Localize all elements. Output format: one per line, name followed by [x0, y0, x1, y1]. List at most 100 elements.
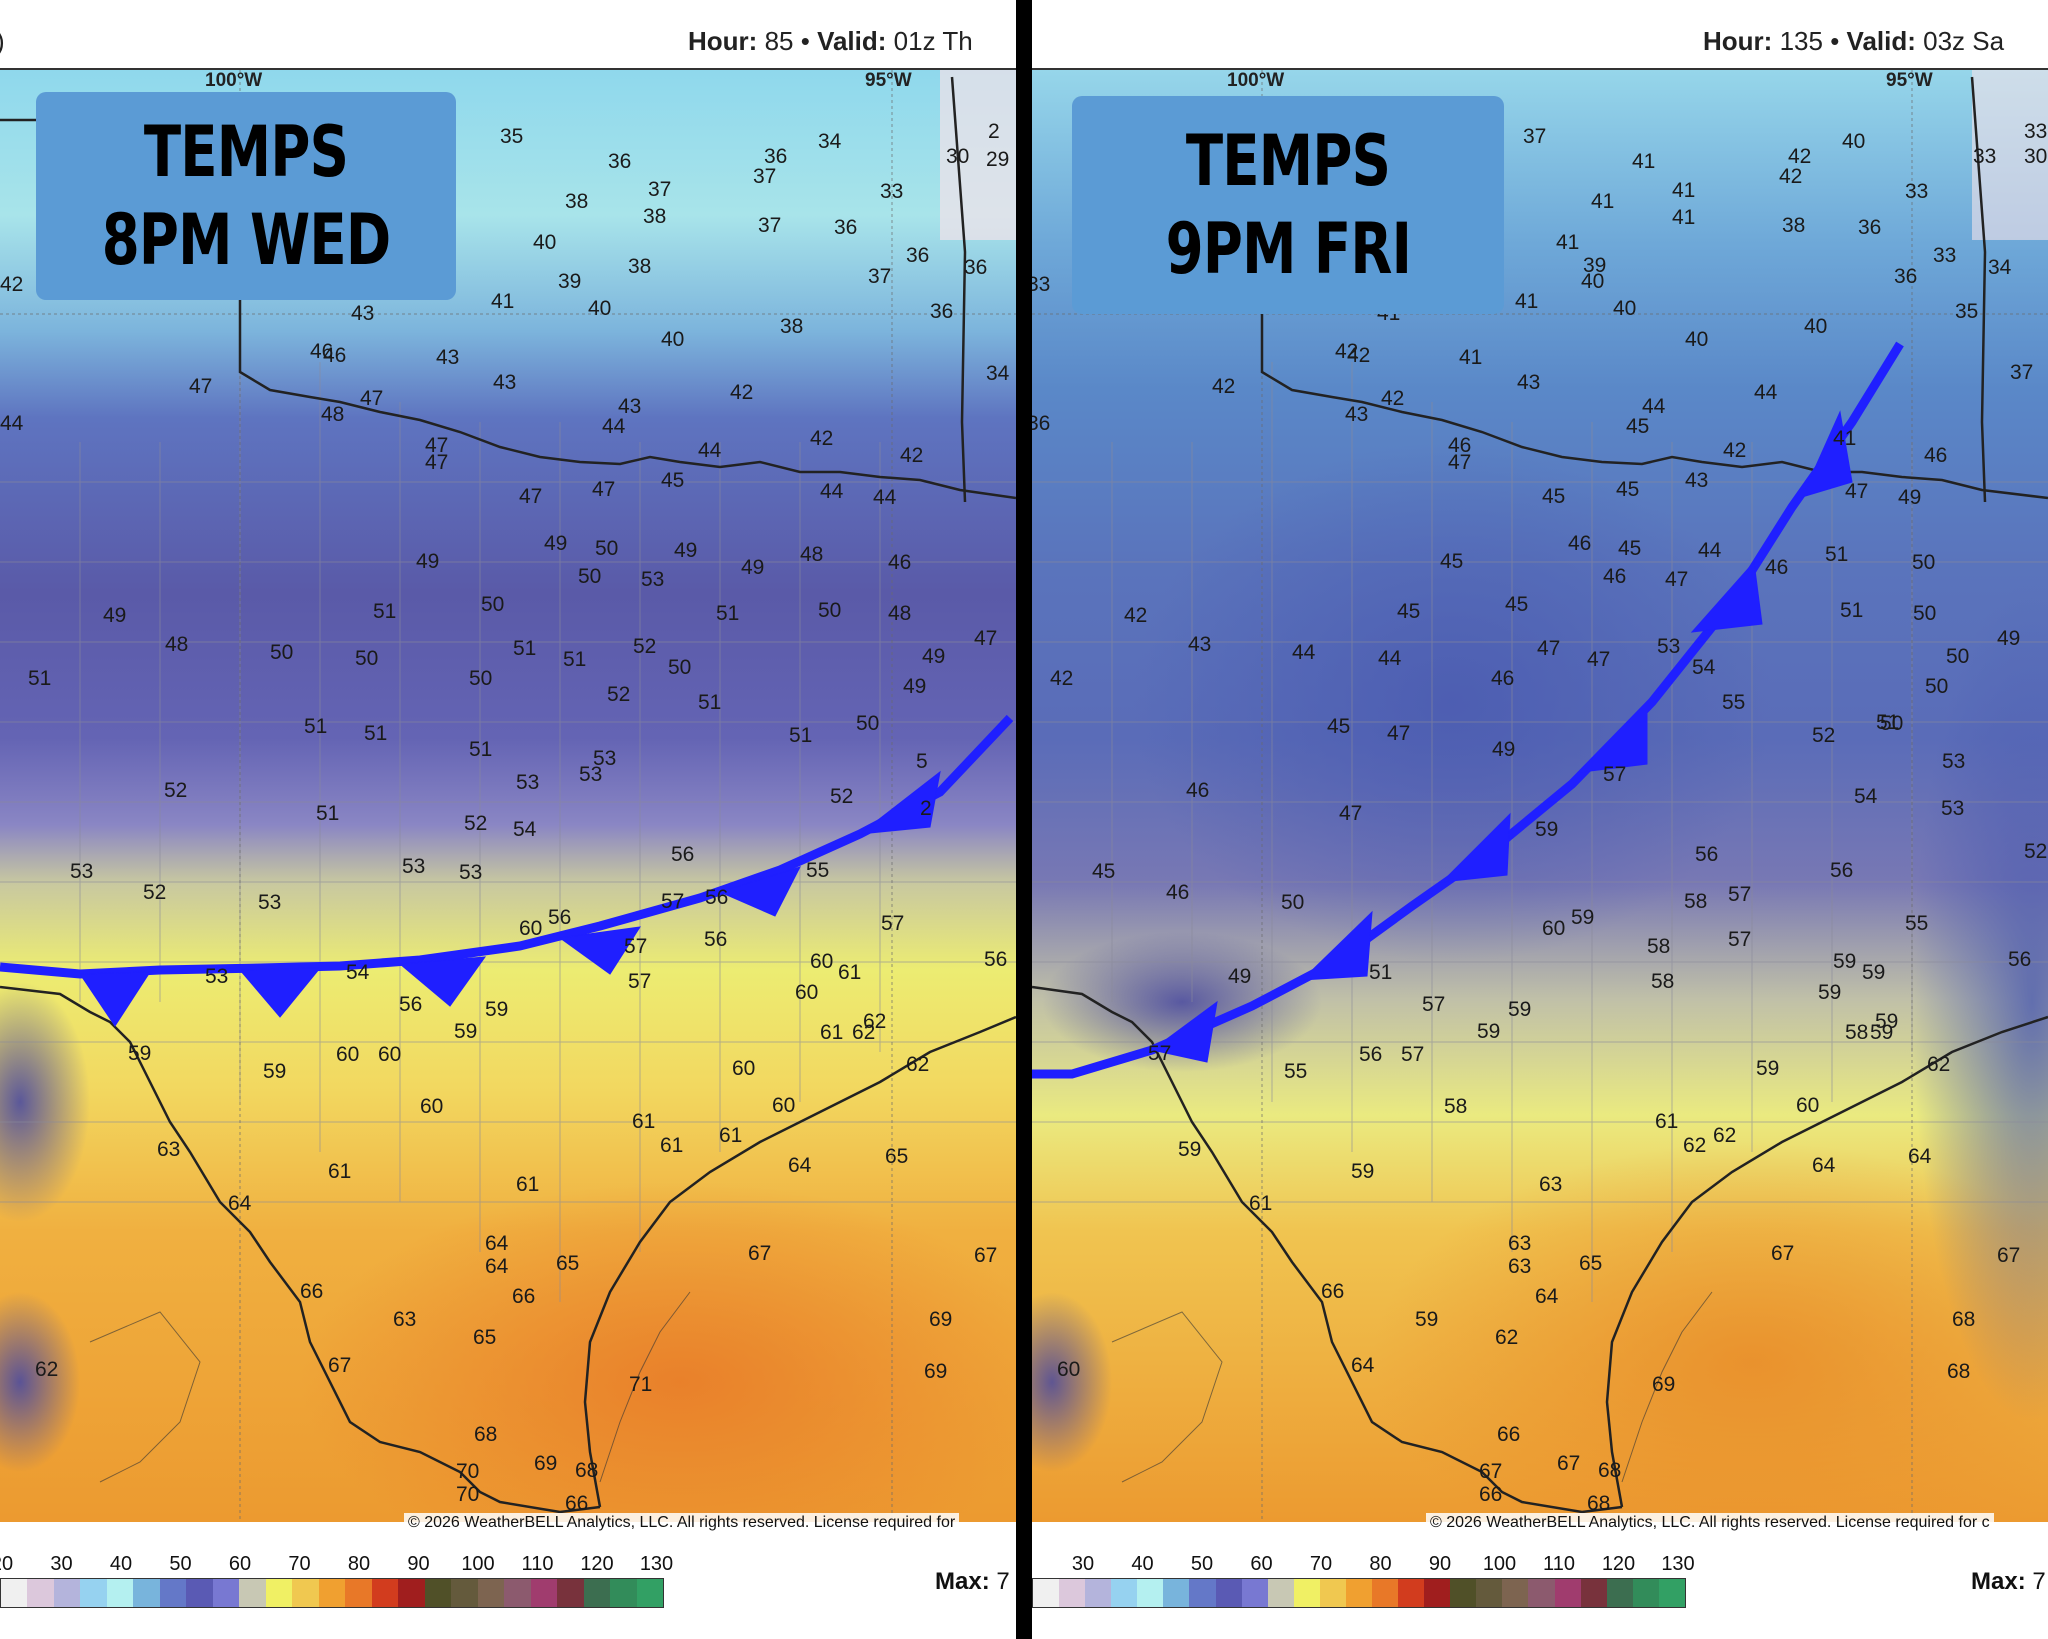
- right-temp-value: 43: [1517, 371, 1541, 394]
- right-temp-value: 44: [1698, 539, 1722, 562]
- right-temp-value: 67: [1479, 1460, 1503, 1483]
- right-temp-value: 33: [1933, 244, 1957, 267]
- right-temp-value: 46: [1568, 532, 1592, 555]
- right-temp-value: 68: [1587, 1492, 1611, 1515]
- left-temp-value: 69: [534, 1452, 558, 1475]
- left-temp-value: 60: [772, 1094, 796, 1117]
- right-temp-value: 50: [1925, 675, 1949, 698]
- right-legend-tick: 130: [1661, 1553, 1695, 1575]
- right-temp-value: 53: [1941, 797, 1965, 820]
- left-temp-value: 46: [888, 551, 912, 574]
- right-legend-swatch: [1163, 1579, 1190, 1607]
- right-temp-value: 53: [1942, 750, 1966, 773]
- left-temp-value: 53: [593, 747, 617, 770]
- left-legend-swatch: [292, 1579, 319, 1607]
- left-temp-value: 40: [661, 328, 685, 351]
- left-meridian-100w: 100°W: [205, 70, 263, 91]
- right-valid-value: 03z Sa: [1923, 26, 2005, 56]
- right-legend-swatch: [1658, 1579, 1685, 1607]
- right-temp-value: 41: [1833, 427, 1857, 450]
- left-temp-value: 52: [830, 785, 854, 808]
- left-temp-value: 44: [698, 439, 722, 462]
- left-temp-value: 43: [493, 371, 517, 394]
- left-temp-value: 52: [607, 683, 631, 706]
- right-temp-value: 43: [1345, 403, 1369, 426]
- left-legend-tick: 80: [347, 1553, 371, 1575]
- right-temp-value: 36: [1858, 216, 1882, 239]
- right-temp-value: 58: [1444, 1095, 1468, 1118]
- right-temp-value: 57: [1422, 993, 1446, 1016]
- right-temp-value: 53: [1657, 635, 1681, 658]
- right-temp-value: 40: [1613, 297, 1637, 320]
- left-temp-value: 47: [425, 434, 449, 457]
- left-header-info: Hour: 85 • Valid: 01z Th: [688, 26, 973, 57]
- left-temp-value: 51: [563, 648, 587, 671]
- right-temp-value: 42: [1347, 344, 1371, 367]
- right-legend-swatch: [1502, 1579, 1529, 1607]
- right-temp-value: 47: [1448, 451, 1472, 474]
- right-temp-value: 61: [1655, 1110, 1679, 1133]
- right-legend-swatch: [1345, 1579, 1373, 1607]
- left-temp-value: 43: [436, 346, 460, 369]
- right-temp-value: 45: [1626, 415, 1650, 438]
- left-legend-swatch: [265, 1579, 293, 1607]
- left-temp-value: 63: [393, 1308, 417, 1331]
- right-temp-value: 38: [1782, 214, 1806, 237]
- right-temp-value: 57: [1728, 883, 1752, 906]
- left-temp-value: 65: [556, 1252, 580, 1275]
- right-temp-value: 35: [1955, 300, 1979, 323]
- right-temp-value: 45: [1542, 485, 1566, 508]
- left-temp-value: 51: [304, 715, 328, 738]
- right-temp-value: 47: [1387, 722, 1411, 745]
- right-temp-value: 66: [1497, 1423, 1521, 1446]
- right-legend-swatch: [1476, 1579, 1503, 1607]
- right-temp-value: 59: [1756, 1057, 1780, 1080]
- left-temp-value: 38: [565, 190, 589, 213]
- left-temp-value: 42: [810, 427, 834, 450]
- right-temp-value: 47: [1339, 802, 1363, 825]
- left-map-panel: ) Hour: 85 • Valid: 01z Th: [0, 0, 1016, 1639]
- right-temp-value: 59: [1818, 981, 1842, 1004]
- left-temp-value: 49: [922, 645, 946, 668]
- left-legend-ticks: 20 30 40 50 60 70 80 90 100 110 120 130: [0, 1553, 680, 1579]
- right-temp-value: 46: [1765, 556, 1789, 579]
- left-temp-value: 49: [741, 556, 765, 579]
- left-legend-tick: 100: [461, 1553, 495, 1575]
- left-temp-value: 61: [660, 1134, 684, 1157]
- left-valid-label: Valid:: [817, 26, 887, 56]
- right-temp-value: 64: [1351, 1354, 1375, 1377]
- left-temp-value: 42: [900, 444, 924, 467]
- right-temp-value: 60: [1796, 1094, 1820, 1117]
- right-legend-swatch: [1293, 1579, 1320, 1607]
- right-meridian-100w: 100°W: [1227, 70, 1285, 91]
- left-temp-value: 62: [852, 1021, 876, 1044]
- left-legend-swatch: [345, 1579, 372, 1607]
- left-temp-value: 49: [674, 539, 698, 562]
- left-title-line-2: 8PM WED: [101, 199, 392, 281]
- right-map-panel: Hour: 135 • Valid: 03z Sa: [1032, 0, 2048, 1639]
- right-temp-value: 66: [1479, 1483, 1503, 1506]
- left-temp-value: 66: [565, 1492, 589, 1515]
- left-temp-value: 59: [454, 1020, 478, 1043]
- right-temp-value: 55: [1905, 912, 1929, 935]
- left-temp-value: 46: [310, 340, 334, 363]
- left-temp-value: 53: [70, 860, 94, 883]
- left-temp-value: 59: [263, 1060, 287, 1083]
- right-temp-value: 49: [1898, 486, 1922, 509]
- left-temp-value: 44: [873, 486, 897, 509]
- left-temp-value: 61: [516, 1173, 540, 1196]
- right-temp-value: 41: [1515, 290, 1539, 313]
- right-legend-swatch: [1189, 1579, 1216, 1607]
- right-copyright: © 2026 WeatherBELL Analytics, LLC. All r…: [1426, 1513, 1994, 1533]
- left-legend-swatch: [477, 1579, 505, 1607]
- right-temp-value: 60: [1542, 917, 1566, 940]
- left-legend-swatch: [186, 1579, 213, 1607]
- left-temp-value: 37: [648, 178, 672, 201]
- left-legend-swatch: [610, 1579, 637, 1607]
- left-legend-tick: 110: [521, 1553, 554, 1575]
- left-legend-swatch: [53, 1579, 81, 1607]
- right-temp-value: 43: [1685, 469, 1709, 492]
- right-temp-value: 59: [1535, 818, 1559, 841]
- right-temp-value: 67: [1771, 1242, 1795, 1265]
- right-temp-value: 42: [1335, 340, 1359, 363]
